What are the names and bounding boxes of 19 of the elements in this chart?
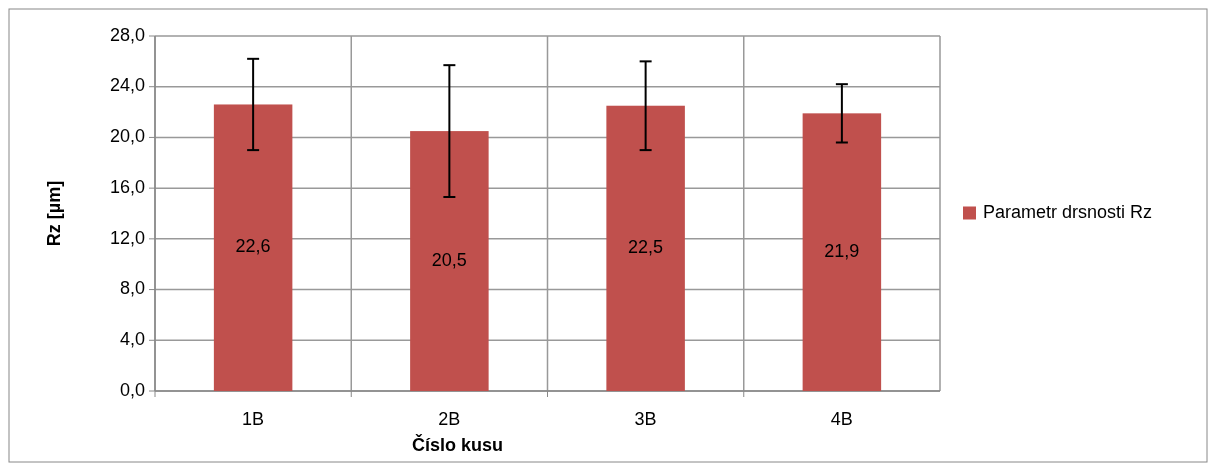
x-tick-label: 4B bbox=[830, 409, 853, 429]
x-axis-title: Číslo kusu bbox=[411, 434, 504, 455]
x-tick-label: 2B bbox=[438, 409, 461, 429]
data-label: 22,5 bbox=[628, 237, 664, 258]
y-tick-label: 16,0 bbox=[109, 176, 145, 197]
y-tick-label: 12,0 bbox=[109, 227, 145, 248]
x-tick-label: 1B bbox=[242, 409, 265, 429]
y-tick-label: 24,0 bbox=[109, 75, 145, 96]
y-tick-label: 28,0 bbox=[109, 24, 145, 45]
y-axis-title: Rz [µm] bbox=[44, 180, 64, 247]
y-tick-label: 0,0 bbox=[119, 379, 145, 400]
legend-label: Parametr drsnosti Rz bbox=[983, 202, 1153, 223]
x-tick-label: 3B bbox=[634, 409, 657, 429]
data-label: 20,5 bbox=[431, 249, 467, 270]
y-tick-label: 20,0 bbox=[109, 126, 145, 147]
y-tick-label: 8,0 bbox=[119, 278, 145, 299]
data-label: 21,9 bbox=[824, 240, 860, 261]
y-tick-label: 4,0 bbox=[119, 329, 145, 350]
data-label: 22,6 bbox=[235, 236, 271, 257]
